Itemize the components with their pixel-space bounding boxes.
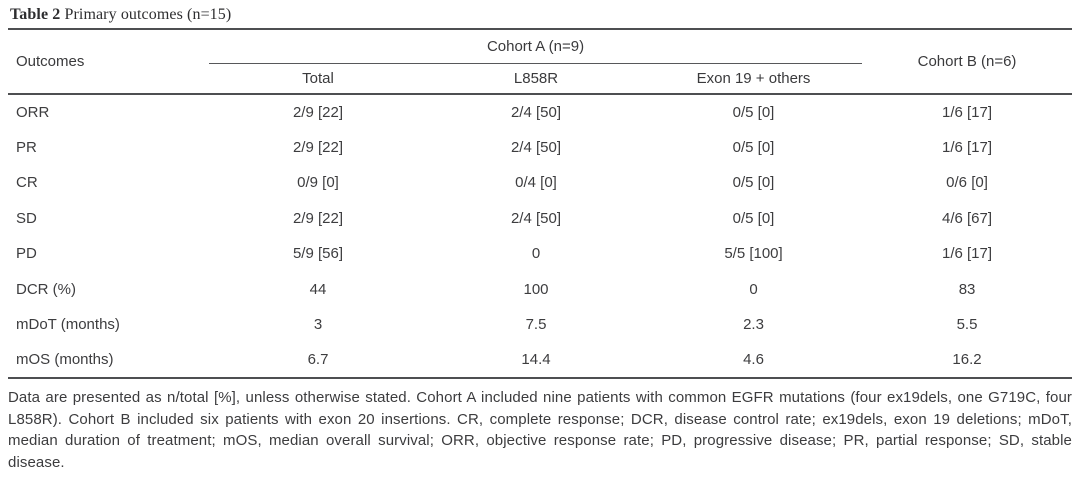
cell-cohort-b: 5.5 bbox=[956, 316, 978, 334]
cell-total: 5/9 [56] bbox=[292, 245, 344, 263]
cell-cohort-b: 1/6 [17] bbox=[942, 138, 993, 156]
cell-outcome: DCR (%) bbox=[16, 280, 76, 298]
cell-outcome: PR bbox=[16, 138, 37, 156]
group-header-row: Outcomes Cohort A (n=9) Cohort B (n=6) bbox=[8, 29, 1072, 70]
cell-cohort-b: 16.2 bbox=[952, 351, 982, 369]
table-row-orr: ORR 2/9 [22] 2/4 [50] 0/5 [0] 1/6 [17] bbox=[8, 94, 1072, 130]
primary-outcomes-table: Outcomes Cohort A (n=9) Cohort B (n=6) T… bbox=[8, 28, 1073, 379]
cell-outcome: PD bbox=[16, 245, 37, 263]
cell-exon19: 2.3 bbox=[743, 316, 764, 334]
table-row-cr: CR 0/9 [0] 0/4 [0] 0/5 [0] 0/6 [0] bbox=[8, 165, 1072, 201]
cell-exon19: 0/5 [0] bbox=[732, 174, 775, 192]
cell-total: 2/9 [22] bbox=[292, 209, 344, 227]
table-body: ORR 2/9 [22] 2/4 [50] 0/5 [0] 1/6 [17] P… bbox=[8, 94, 1072, 378]
cell-total: 44 bbox=[309, 280, 327, 298]
cell-outcome: SD bbox=[16, 209, 37, 227]
cell-total: 2/9 [22] bbox=[292, 103, 344, 121]
cell-exon19: 4.6 bbox=[743, 351, 764, 369]
cell-l858r: 2/4 [50] bbox=[510, 138, 562, 156]
cell-exon19: 0 bbox=[749, 280, 758, 298]
table-row-mdot: mDoT (months) 3 7.5 2.3 5.5 bbox=[8, 307, 1072, 343]
column-header-outcomes: Outcomes bbox=[16, 53, 85, 70]
cell-total: 6.7 bbox=[307, 351, 329, 369]
column-header-exon19-others: Exon 19 + others bbox=[696, 69, 811, 87]
cell-cohort-b: 0/6 [0] bbox=[946, 174, 988, 192]
cell-exon19: 0/5 [0] bbox=[732, 138, 775, 156]
cell-cohort-b: 1/6 [17] bbox=[942, 103, 993, 121]
cell-exon19: 5/5 [100] bbox=[724, 245, 783, 263]
table-title: Table 2 Primary outcomes (n=15) bbox=[8, 4, 1072, 28]
table-row-pd: PD 5/9 [56] 0 5/5 [100] 1/6 [17] bbox=[8, 236, 1072, 272]
cell-l858r: 0/4 [0] bbox=[515, 174, 557, 192]
table-row-pr: PR 2/9 [22] 2/4 [50] 0/5 [0] 1/6 [17] bbox=[8, 130, 1072, 166]
cell-l858r: 100 bbox=[523, 280, 549, 298]
cell-outcome: mOS (months) bbox=[16, 351, 114, 369]
table-number-label: Table 2 bbox=[10, 6, 61, 23]
cell-total: 3 bbox=[313, 316, 323, 334]
cell-l858r: 2/4 [50] bbox=[510, 103, 562, 121]
cell-outcome: CR bbox=[16, 174, 38, 192]
cell-l858r: 0 bbox=[531, 245, 541, 263]
table-row-sd: SD 2/9 [22] 2/4 [50] 0/5 [0] 4/6 [67] bbox=[8, 201, 1072, 237]
table-row-dcr: DCR (%) 44 100 0 83 bbox=[8, 272, 1072, 308]
cell-total: 2/9 [22] bbox=[292, 138, 344, 156]
cell-cohort-b: 4/6 [67] bbox=[942, 209, 993, 227]
cell-l858r: 2/4 [50] bbox=[510, 209, 562, 227]
table-title-text: Primary outcomes (n=15) bbox=[64, 6, 232, 23]
cell-outcome: mDoT (months) bbox=[16, 316, 120, 334]
table-row-mos: mOS (months) 6.7 14.4 4.6 16.2 bbox=[8, 343, 1072, 379]
cell-cohort-b: 1/6 [17] bbox=[942, 245, 993, 263]
group-header-cohort-a: Cohort A (n=9) bbox=[209, 29, 863, 64]
cell-outcome: ORR bbox=[16, 103, 50, 121]
cell-l858r: 14.4 bbox=[521, 351, 551, 369]
sub-header-row: Total L858R Exon 19 + others bbox=[8, 63, 1072, 94]
column-header-cohort-b: Cohort B (n=6) bbox=[917, 53, 1017, 70]
cell-exon19: 0/5 [0] bbox=[732, 209, 775, 227]
cell-l858r: 7.5 bbox=[525, 316, 547, 334]
table-footnote: Data are presented as n/total [%], unles… bbox=[8, 389, 1072, 471]
cell-exon19: 0/5 [0] bbox=[732, 103, 775, 121]
column-header-l858r: L858R bbox=[513, 69, 559, 87]
table-header: Outcomes Cohort A (n=9) Cohort B (n=6) T… bbox=[8, 29, 1073, 94]
column-header-total: Total bbox=[302, 69, 334, 87]
cell-total: 0/9 [0] bbox=[297, 174, 339, 192]
cell-cohort-b: 83 bbox=[958, 280, 976, 298]
